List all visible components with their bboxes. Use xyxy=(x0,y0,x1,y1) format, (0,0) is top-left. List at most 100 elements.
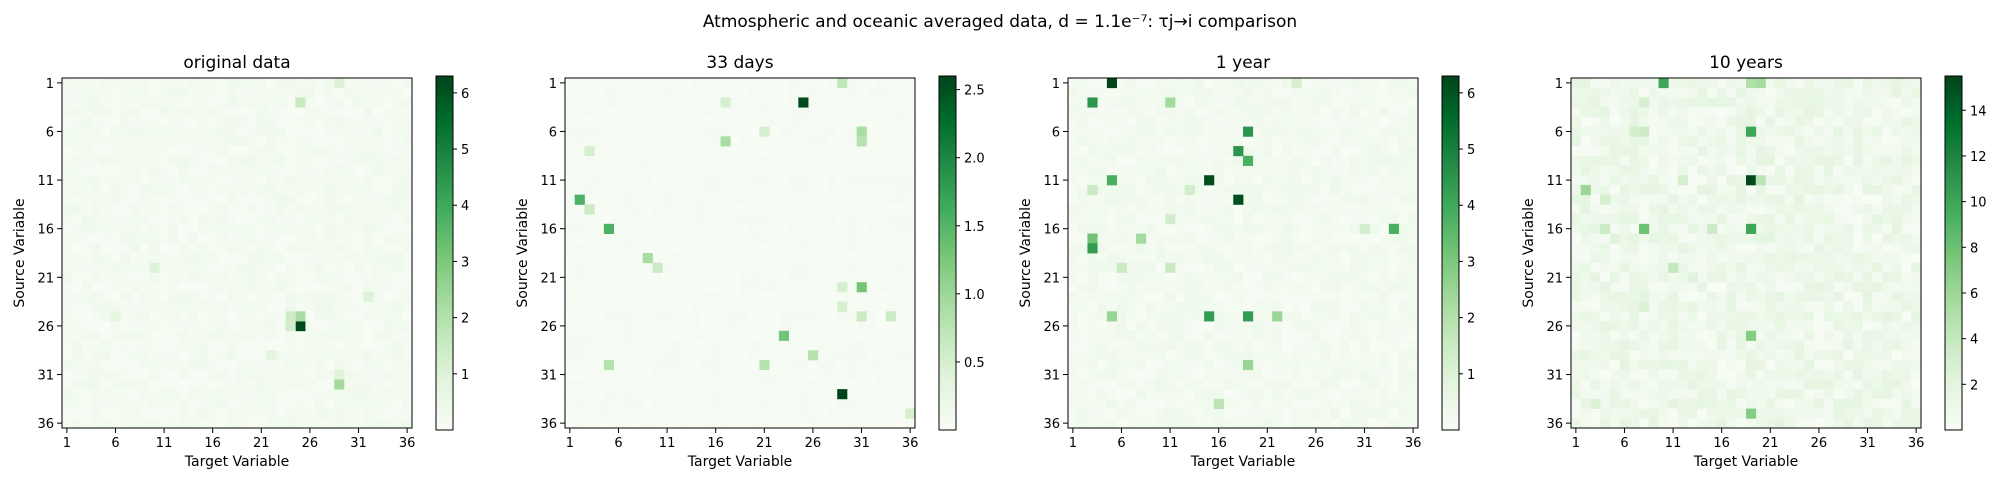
heatmap-bg-cell xyxy=(140,321,150,331)
heatmap-bg-cell xyxy=(120,175,130,185)
heatmap-bg-cell xyxy=(1727,195,1737,205)
heatmap-bg-cell xyxy=(1350,185,1360,195)
heatmap-bg-cell xyxy=(363,224,373,234)
y-tick-label: 16 xyxy=(540,223,557,238)
heatmap-bg-cell xyxy=(305,97,315,107)
heatmap-bg-cell xyxy=(373,195,383,205)
heatmap-bg-cell xyxy=(672,302,682,312)
heatmap-bg-cell xyxy=(1717,166,1727,176)
heatmap-bg-cell xyxy=(208,136,218,146)
heatmap-bg-cell xyxy=(120,127,130,137)
heatmap-bg-cell xyxy=(227,389,237,399)
heatmap-bg-cell xyxy=(1068,195,1078,205)
heatmap-bg-cell xyxy=(1600,97,1610,107)
heatmap-bg-cell xyxy=(1282,341,1292,351)
heatmap-bg-cell xyxy=(1350,204,1360,214)
heatmap-bg-cell xyxy=(1214,166,1224,176)
heatmap-bg-cell xyxy=(1185,78,1195,88)
heatmap-bg-cell xyxy=(266,136,276,146)
heatmap-bg-cell xyxy=(1911,107,1921,117)
heatmap-bg-cell xyxy=(1389,107,1399,117)
heatmap-bg-cell xyxy=(150,97,160,107)
heatmap-bg-cell xyxy=(1863,272,1873,282)
heatmap-bg-cell xyxy=(672,389,682,399)
heatmap-bg-cell xyxy=(740,214,750,224)
heatmap-bg-cell xyxy=(808,331,818,341)
heatmap-bg-cell xyxy=(1736,234,1746,244)
heatmap-bg-cell xyxy=(295,360,305,370)
heatmap-bg-cell xyxy=(1253,136,1263,146)
heatmap-bg-cell xyxy=(1717,146,1727,156)
heatmap-bg-cell xyxy=(72,224,82,234)
heatmap-bg-cell xyxy=(740,331,750,341)
heatmap-bg-cell xyxy=(1399,214,1409,224)
heatmap-bg-cell xyxy=(256,350,266,360)
heatmap-bg-cell xyxy=(256,243,266,253)
heatmap-bg-cell xyxy=(750,166,760,176)
heatmap-bg-cell xyxy=(691,117,701,127)
heatmap-bg-cell xyxy=(808,224,818,234)
heatmap-bg-cell xyxy=(759,214,769,224)
heatmap-bg-cell xyxy=(837,156,847,166)
heatmap-bg-cell xyxy=(1834,136,1844,146)
heatmap-bg-cell xyxy=(1311,136,1321,146)
heatmap-bg-cell xyxy=(1087,127,1097,137)
heatmap-bg-cell xyxy=(140,399,150,409)
heatmap-bg-cell xyxy=(847,409,857,419)
heatmap-bg-cell xyxy=(140,302,150,312)
heatmap-bg-cell xyxy=(1571,127,1581,137)
heatmap-bg-cell xyxy=(1600,243,1610,253)
heatmap-bg-cell xyxy=(769,321,779,331)
heatmap-bg-cell xyxy=(159,117,169,127)
heatmap-cell xyxy=(584,204,594,214)
heatmap-bg-cell xyxy=(847,350,857,360)
heatmap-bg-cell xyxy=(643,243,653,253)
heatmap-bg-cell xyxy=(1272,350,1282,360)
heatmap-bg-cell xyxy=(789,331,799,341)
heatmap-bg-cell xyxy=(1756,214,1766,224)
heatmap-bg-cell xyxy=(1165,321,1175,331)
heatmap-bg-cell xyxy=(1097,418,1107,428)
heatmap-bg-cell xyxy=(604,311,614,321)
heatmap-bg-cell xyxy=(1292,117,1302,127)
heatmap-bg-cell xyxy=(682,97,692,107)
heatmap-bg-cell xyxy=(373,360,383,370)
heatmap-bg-cell xyxy=(227,127,237,137)
heatmap-bg-cell xyxy=(633,97,643,107)
heatmap-bg-cell xyxy=(1824,166,1834,176)
heatmap-bg-cell xyxy=(256,127,266,137)
heatmap-bg-cell xyxy=(305,389,315,399)
heatmap-bg-cell xyxy=(1727,175,1737,185)
heatmap-bg-cell xyxy=(643,341,653,351)
heatmap-bg-cell xyxy=(905,117,915,127)
heatmap-bg-cell xyxy=(1146,107,1156,117)
heatmap-bg-cell xyxy=(1292,97,1302,107)
heatmap-bg-cell xyxy=(1117,282,1127,292)
heatmap-bg-cell xyxy=(1107,195,1117,205)
heatmap-bg-cell xyxy=(1369,224,1379,234)
heatmap-bg-cell xyxy=(1659,146,1669,156)
heatmap-bg-cell xyxy=(1795,185,1805,195)
heatmap-bg-cell xyxy=(1389,341,1399,351)
heatmap-bg-cell xyxy=(130,166,140,176)
heatmap-bg-cell xyxy=(208,107,218,117)
heatmap-bg-cell xyxy=(730,175,740,185)
x-tick-label: 31 xyxy=(350,436,367,451)
heatmap-bg-cell xyxy=(334,97,344,107)
heatmap-bg-cell xyxy=(828,195,838,205)
heatmap-bg-cell xyxy=(789,136,799,146)
heatmap-bg-cell xyxy=(256,175,266,185)
heatmap-bg-cell xyxy=(818,292,828,302)
heatmap-bg-cell xyxy=(876,107,886,117)
heatmap-bg-cell xyxy=(1214,78,1224,88)
heatmap-bg-cell xyxy=(1843,136,1853,146)
heatmap-bg-cell xyxy=(1136,175,1146,185)
heatmap-bg-cell xyxy=(808,214,818,224)
heatmap-bg-cell xyxy=(140,107,150,117)
heatmap-bg-cell xyxy=(1107,204,1117,214)
heatmap-bg-cell xyxy=(1068,166,1078,176)
heatmap-bg-cell xyxy=(363,263,373,273)
heatmap-bg-cell xyxy=(169,331,179,341)
heatmap-bg-cell xyxy=(691,136,701,146)
heatmap-bg-cell xyxy=(1408,97,1418,107)
